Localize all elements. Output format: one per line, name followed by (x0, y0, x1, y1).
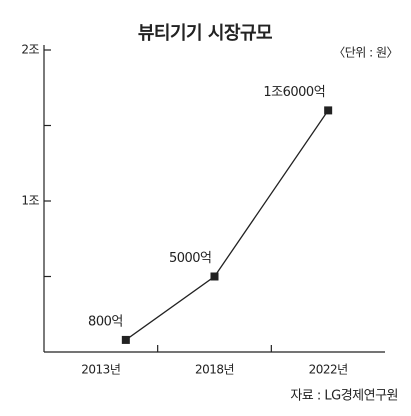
x-tick-label: 2022년 (309, 363, 348, 377)
value-label: 800억 (88, 314, 123, 329)
value-label: 1조6000억 (263, 85, 325, 100)
chart-title: 뷰티기기 시장규모 (138, 23, 272, 44)
y-tick-label: 1조 (21, 194, 39, 208)
point (324, 106, 333, 115)
x-tick-label: 2013년 (81, 363, 120, 377)
point (121, 335, 130, 344)
line (125, 110, 329, 341)
source: 자료 : LG경제연구원 (290, 389, 398, 404)
x-tick-label: 2018년 (195, 363, 234, 377)
y-tick-label: 2조 (21, 43, 39, 57)
point (210, 272, 219, 281)
value-label: 5000억 (169, 251, 212, 266)
unit-label: 〈단위 : 원〉 (333, 46, 398, 60)
